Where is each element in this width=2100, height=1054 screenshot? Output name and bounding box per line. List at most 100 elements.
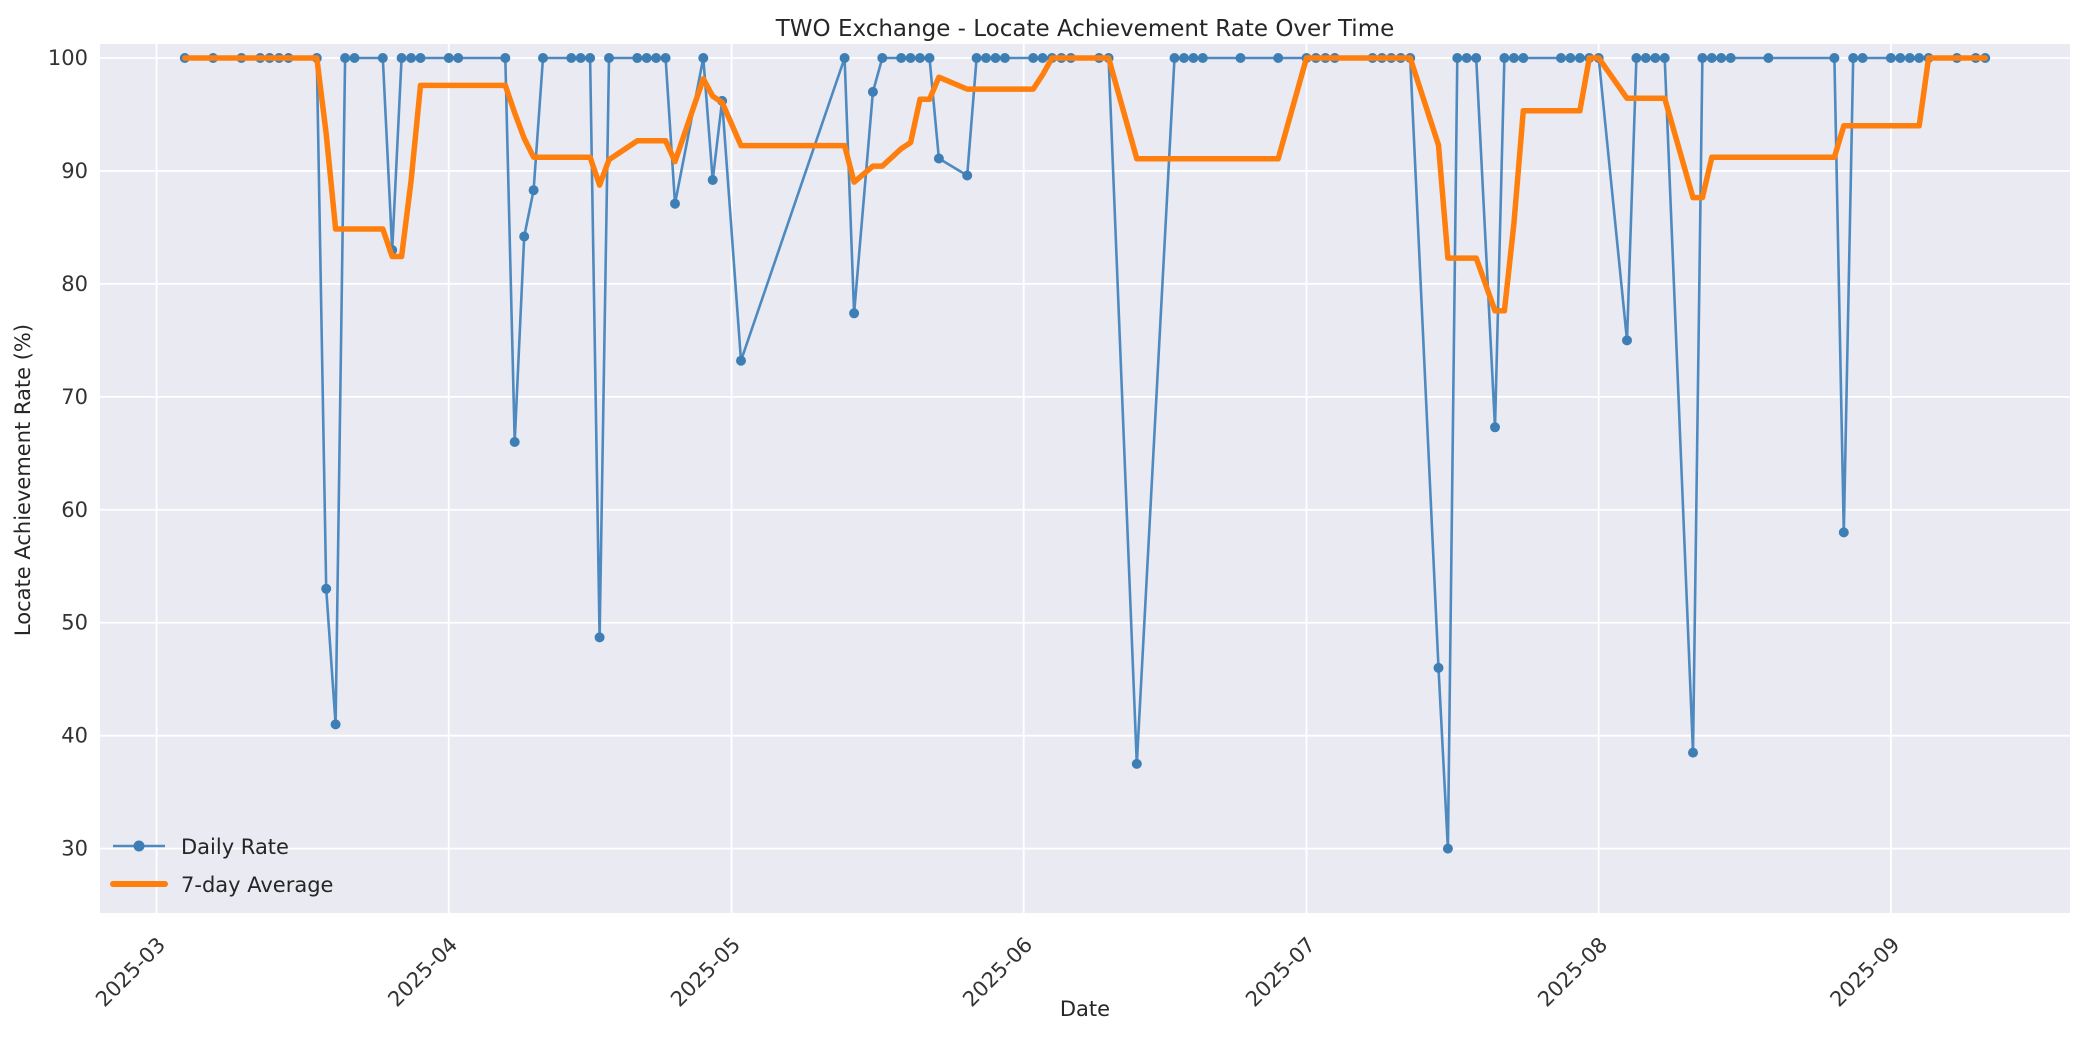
daily-rate-marker — [1273, 53, 1284, 63]
x-tick-label: 2025-07 — [1241, 933, 1320, 1012]
x-tick-label: 2025-03 — [91, 933, 170, 1012]
daily-rate-marker — [1452, 53, 1463, 63]
daily-rate-marker — [1697, 53, 1708, 63]
daily-rate-marker — [1471, 53, 1482, 63]
daily-rate-marker — [1197, 53, 1208, 63]
daily-rate-marker — [1461, 53, 1472, 63]
daily-rate-marker — [509, 437, 520, 447]
daily-rate-marker — [585, 53, 596, 63]
y-tick-label: 60 — [61, 498, 88, 522]
daily-rate-marker — [707, 175, 718, 185]
daily-rate-legend-marker-icon — [133, 840, 145, 852]
daily-rate-marker — [839, 53, 850, 63]
daily-rate-marker — [415, 53, 426, 63]
daily-rate-marker — [1895, 53, 1906, 63]
daily-rate-marker — [1848, 53, 1859, 63]
daily-rate-marker — [1640, 53, 1651, 63]
daily-rate-marker — [1574, 53, 1585, 63]
x-axis-label: Date — [1060, 997, 1110, 1021]
daily-rate-marker — [1763, 53, 1774, 63]
x-tick-label: 2025-05 — [666, 933, 745, 1012]
legend-label-7day-average: 7-day Average — [181, 873, 333, 897]
daily-rate-marker — [867, 86, 878, 97]
x-tick-labels: 2025-03 2025-04 2025-05 2025-06 2025-07 2025-… — [91, 933, 1904, 1012]
daily-rate-marker — [1169, 53, 1180, 63]
y-tick-label: 50 — [61, 611, 88, 635]
daily-rate-marker — [528, 185, 539, 196]
daily-rate-marker — [575, 53, 586, 63]
x-tick-label: 2025-08 — [1533, 933, 1612, 1012]
daily-rate-marker — [1490, 422, 1500, 433]
y-tick-label: 80 — [61, 272, 88, 296]
daily-rate-marker — [594, 632, 605, 643]
daily-rate-marker — [736, 355, 746, 366]
chart-title: TWO Exchange - Locate Achievement Rate O… — [775, 16, 1395, 42]
daily-rate-marker — [1179, 53, 1189, 63]
plot-area — [100, 44, 2070, 913]
daily-rate-marker — [698, 53, 709, 63]
daily-rate-marker — [1235, 53, 1246, 63]
daily-rate-marker — [1518, 53, 1529, 63]
daily-rate-marker — [660, 53, 671, 63]
daily-rate-marker — [453, 53, 464, 63]
seven-day-average-series — [182, 55, 1988, 314]
daily-rate-marker — [651, 53, 662, 63]
daily-rate-marker — [340, 53, 351, 63]
daily-rate-marker — [999, 53, 1010, 63]
daily-rate-marker — [1914, 53, 1925, 63]
legend: Daily Rate 7-day Average — [110, 835, 333, 897]
daily-rate-marker — [1688, 747, 1698, 758]
daily-rate-marker — [1622, 335, 1632, 346]
x-tick-label: 2025-06 — [958, 933, 1037, 1012]
daily-rate-marker — [406, 53, 417, 63]
daily-rate-marker — [981, 53, 991, 63]
daily-rate-marker — [443, 53, 454, 63]
daily-rate-marker — [1650, 53, 1661, 63]
daily-rate-marker — [377, 53, 388, 63]
daily-rate-marker — [877, 53, 888, 63]
daily-rate-marker — [1659, 53, 1670, 63]
legend-item-7day-average: 7-day Average — [110, 873, 333, 897]
daily-rate-marker — [990, 53, 1001, 63]
daily-rate-marker — [1508, 53, 1519, 63]
daily-rate-marker — [1706, 53, 1717, 63]
daily-rate-marker — [1433, 662, 1444, 673]
daily-rate-marker — [670, 198, 680, 209]
daily-rate-marker — [538, 53, 548, 63]
y-tick-label: 100 — [48, 46, 88, 70]
daily-rate-marker — [1556, 53, 1566, 63]
daily-rate-marker — [1028, 53, 1039, 63]
daily-rate-marker — [905, 53, 916, 63]
y-tick-label: 40 — [61, 724, 88, 748]
daily-rate-marker — [1716, 53, 1727, 63]
daily-rate-marker — [1442, 843, 1453, 854]
daily-rate-marker — [1725, 53, 1736, 63]
daily-rate-marker — [1885, 53, 1896, 63]
daily-rate-marker — [1131, 758, 1142, 769]
daily-rate-marker — [971, 53, 982, 63]
daily-rate-marker — [1188, 53, 1199, 63]
legend-label-daily-rate: Daily Rate — [181, 835, 289, 859]
daily-rate-marker — [632, 53, 643, 63]
daily-rate-marker — [1631, 53, 1642, 63]
daily-rate-marker — [321, 583, 332, 594]
seven-day-average-line — [182, 55, 1988, 314]
daily-rate-marker — [500, 53, 511, 63]
daily-rate-marker — [1857, 53, 1868, 63]
daily-rate-marker — [566, 53, 577, 63]
daily-rate-marker — [1499, 53, 1510, 63]
daily-rate-marker — [962, 170, 973, 181]
daily-rate-marker — [1565, 53, 1576, 63]
daily-rate-marker — [924, 53, 935, 63]
daily-rate-marker — [330, 719, 341, 730]
y-tick-label: 90 — [61, 159, 88, 183]
daily-rate-marker — [604, 53, 614, 63]
daily-rate-marker — [933, 153, 944, 164]
y-axis-label: Locate Achievement Rate (%) — [11, 324, 35, 636]
legend-item-daily-rate: Daily Rate — [113, 835, 289, 859]
daily-rate-marker — [896, 53, 907, 63]
y-tick-labels: 30 40 50 60 70 80 90 100 — [48, 46, 88, 861]
daily-rate-marker — [519, 231, 530, 242]
daily-rate-marker — [349, 53, 360, 63]
x-tick-label: 2025-04 — [383, 933, 462, 1012]
